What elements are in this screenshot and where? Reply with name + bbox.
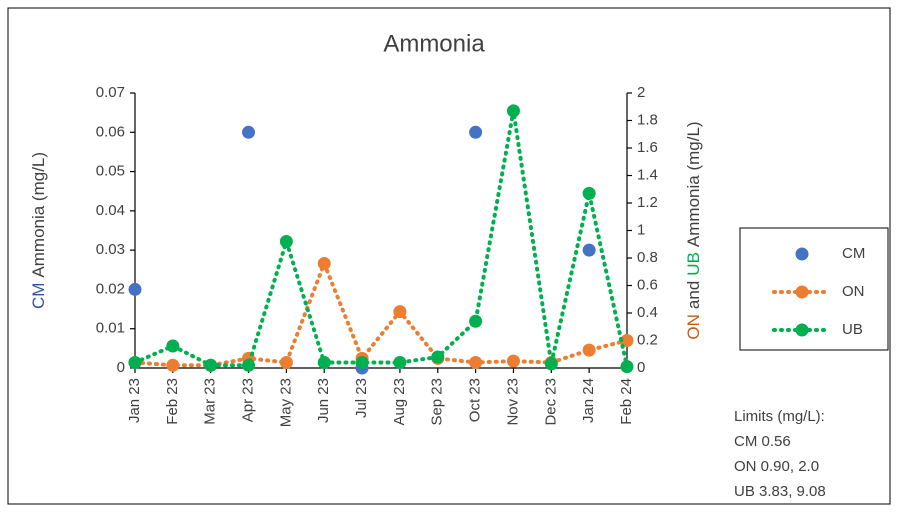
legend xyxy=(739,227,889,351)
y-tick-label: 0.02 xyxy=(96,280,125,297)
data-point xyxy=(279,356,293,369)
y-tick-label: 0.07 xyxy=(96,84,125,101)
data-point xyxy=(393,305,407,319)
data-point xyxy=(431,350,445,364)
data-point xyxy=(166,358,180,372)
y2-axis-title-part: Ammonia (mg/L) xyxy=(684,121,703,247)
x-tick-label: Jan 23 xyxy=(126,378,143,423)
y2-axis-title-part: UB xyxy=(684,252,703,276)
x-tick-label: Nov 23 xyxy=(504,378,521,426)
x-tick-label: Sep 23 xyxy=(429,378,446,426)
data-point xyxy=(506,354,520,368)
x-tick-label: Aug 23 xyxy=(391,378,408,426)
y2-tick-label: 1.6 xyxy=(637,139,658,156)
y2-tick-label: 1.8 xyxy=(637,111,658,128)
chart-title: Ammonia xyxy=(383,30,485,57)
y-tick-label: 0 xyxy=(117,359,125,376)
data-point xyxy=(393,356,407,369)
y2-tick-label: 1.4 xyxy=(637,166,658,183)
y2-axis-title: ON and UB Ammonia (mg/L) xyxy=(684,121,703,339)
annotation: CM 0.56 xyxy=(734,433,791,450)
y-tick-label: 0.03 xyxy=(96,241,125,258)
data-point xyxy=(620,334,634,347)
y2-tick-label: 0.2 xyxy=(637,331,658,348)
data-point xyxy=(166,339,180,353)
x-tick-label: May 23 xyxy=(277,378,294,427)
data-point xyxy=(128,356,142,369)
legend-marker xyxy=(795,285,809,299)
x-tick-label: Oct 23 xyxy=(467,378,484,422)
y2-tick-label: 1.2 xyxy=(637,194,658,211)
data-point xyxy=(582,243,596,257)
data-point xyxy=(317,257,331,270)
x-tick-label: Mar 23 xyxy=(202,378,219,425)
data-point xyxy=(242,358,256,372)
legend-label: CM xyxy=(842,245,865,262)
data-point xyxy=(469,314,483,328)
data-point xyxy=(544,357,558,371)
data-point xyxy=(620,360,634,374)
y2-tick-label: 2 xyxy=(637,84,645,101)
x-tick-label: Feb 24 xyxy=(618,378,635,425)
legend-marker xyxy=(795,323,809,337)
data-point xyxy=(242,125,256,139)
annotation: UB 3.83, 9.08 xyxy=(734,483,826,500)
data-point xyxy=(469,356,483,369)
data-point xyxy=(279,235,293,248)
data-point xyxy=(204,358,218,372)
data-point xyxy=(128,282,142,296)
x-tick-label: Dec 23 xyxy=(542,378,559,426)
legend-marker xyxy=(795,247,809,261)
data-point xyxy=(355,356,369,369)
data-point xyxy=(469,125,483,139)
x-tick-label: Jun 23 xyxy=(315,378,332,423)
data-point xyxy=(317,356,331,369)
y2-axis-title-part: ON xyxy=(684,314,703,340)
annotation: Limits (mg/L): xyxy=(734,408,825,425)
legend-label: ON xyxy=(842,283,865,300)
y-axis-title-part: Ammonia (mg/L) xyxy=(29,152,48,278)
y-tick-label: 0.01 xyxy=(96,320,125,337)
x-tick-label: Jul 23 xyxy=(353,378,370,418)
data-point xyxy=(506,104,520,118)
y-tick-label: 0.06 xyxy=(96,123,125,140)
y2-tick-label: 0.8 xyxy=(637,249,658,266)
annotation: ON 0.90, 2.0 xyxy=(734,458,819,475)
y2-tick-label: 0.6 xyxy=(637,276,658,293)
data-point xyxy=(582,186,596,200)
x-tick-label: Feb 23 xyxy=(164,378,181,425)
x-tick-label: Apr 23 xyxy=(240,378,257,422)
y-tick-label: 0.04 xyxy=(96,202,125,219)
legend-label: UB xyxy=(842,321,863,338)
y2-axis-title-part: and xyxy=(684,281,703,309)
y-axis-title: CM Ammonia (mg/L) xyxy=(29,152,48,309)
y-tick-label: 0.05 xyxy=(96,163,125,180)
y2-tick-label: 0.4 xyxy=(637,304,658,321)
y2-tick-label: 0 xyxy=(637,359,645,376)
y-axis-title-part: CM xyxy=(29,283,48,309)
x-tick-label: Jan 24 xyxy=(580,378,597,423)
data-point xyxy=(582,343,596,357)
y2-tick-label: 1 xyxy=(637,221,645,238)
